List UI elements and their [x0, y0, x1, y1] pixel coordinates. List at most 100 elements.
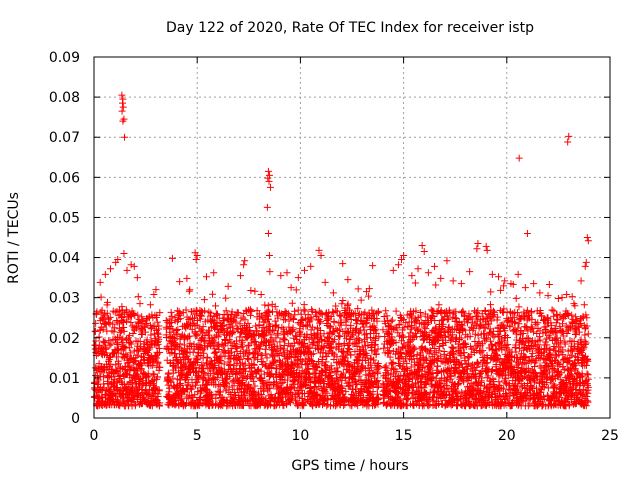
- data-point: [384, 317, 392, 325]
- data-point: [335, 342, 343, 350]
- y-tick-label: 0.01: [49, 371, 80, 387]
- data-point: [118, 99, 126, 107]
- data-point: [365, 292, 373, 300]
- x-tick-label: 25: [601, 428, 619, 444]
- data-point: [520, 373, 528, 381]
- data-point: [119, 117, 127, 125]
- data-point: [115, 401, 123, 409]
- data-point: [527, 353, 535, 361]
- data-point: [339, 297, 347, 305]
- data-point: [564, 392, 572, 400]
- data-point: [447, 372, 455, 380]
- data-point: [333, 353, 341, 361]
- data-point: [383, 312, 391, 320]
- data-point: [579, 345, 587, 353]
- data-point: [513, 309, 521, 317]
- data-point: [477, 321, 485, 329]
- data-point: [287, 284, 295, 292]
- data-point: [512, 394, 520, 402]
- data-point: [103, 309, 111, 317]
- data-point: [582, 339, 590, 347]
- data-point: [499, 308, 507, 316]
- data-point: [582, 402, 590, 410]
- data-point: [398, 256, 406, 264]
- data-point: [228, 348, 236, 356]
- data-point: [581, 401, 589, 409]
- data-point: [150, 290, 158, 298]
- data-point: [563, 290, 571, 298]
- data-point: [583, 314, 591, 322]
- data-point: [362, 288, 370, 296]
- data-point: [400, 340, 408, 348]
- data-point: [521, 312, 529, 320]
- data-point: [167, 308, 175, 316]
- data-point: [536, 289, 544, 297]
- data-point: [554, 359, 562, 367]
- data-point: [336, 311, 344, 319]
- data-point: [138, 361, 146, 369]
- data-point: [292, 332, 300, 340]
- data-point: [281, 336, 289, 344]
- data-point: [406, 337, 414, 345]
- data-point: [304, 359, 312, 367]
- data-point: [563, 310, 571, 318]
- data-point: [474, 240, 482, 248]
- data-point: [341, 354, 349, 362]
- data-point: [115, 360, 123, 368]
- data-point: [536, 336, 544, 344]
- data-point: [130, 310, 138, 318]
- data-point: [224, 282, 232, 290]
- data-point: [561, 340, 569, 348]
- data-point: [133, 274, 141, 282]
- data-point: [306, 314, 314, 322]
- data-point: [370, 356, 378, 364]
- data-point: [411, 344, 419, 352]
- data-point: [176, 350, 184, 358]
- data-point: [97, 293, 105, 301]
- data-point: [196, 396, 204, 404]
- data-point: [344, 341, 352, 349]
- data-point: [385, 322, 393, 330]
- data-point: [385, 347, 393, 355]
- data-point: [288, 299, 296, 307]
- data-point: [544, 292, 552, 300]
- data-point: [551, 347, 559, 355]
- data-point: [369, 262, 377, 270]
- data-point: [258, 394, 266, 402]
- data-point: [352, 380, 360, 388]
- tick-labels: 0 5 10 15 20 2500.010.020.030.040.050.060.070…: [49, 50, 619, 444]
- data-point: [372, 350, 380, 358]
- data-point: [244, 319, 252, 327]
- data-point: [575, 320, 583, 328]
- data-point: [472, 346, 480, 354]
- data-point: [482, 242, 490, 250]
- data-point: [118, 338, 126, 346]
- x-tick-label: 0: [90, 428, 99, 444]
- axis-ticks: [93, 56, 611, 419]
- data-point: [279, 334, 287, 342]
- data-point: [560, 356, 568, 364]
- data-point: [525, 357, 533, 365]
- data-point: [355, 336, 363, 344]
- data-point: [524, 327, 532, 335]
- data-point: [383, 366, 391, 374]
- data-point: [305, 364, 313, 372]
- data-point: [509, 280, 517, 288]
- data-point: [122, 351, 130, 359]
- data-point: [221, 349, 229, 357]
- data-point: [568, 293, 576, 301]
- data-point: [188, 392, 196, 400]
- data-point: [181, 341, 189, 349]
- data-point: [519, 330, 527, 338]
- data-point: [427, 347, 435, 355]
- data-point: [413, 326, 421, 334]
- data-point: [156, 349, 164, 357]
- data-point: [324, 333, 332, 341]
- data-point: [266, 183, 274, 191]
- data-point: [293, 333, 301, 341]
- data-point: [153, 318, 161, 326]
- data-point: [186, 339, 194, 347]
- data-point: [156, 363, 164, 371]
- y-tick-label: 0.04: [49, 251, 80, 267]
- data-point: [327, 313, 335, 321]
